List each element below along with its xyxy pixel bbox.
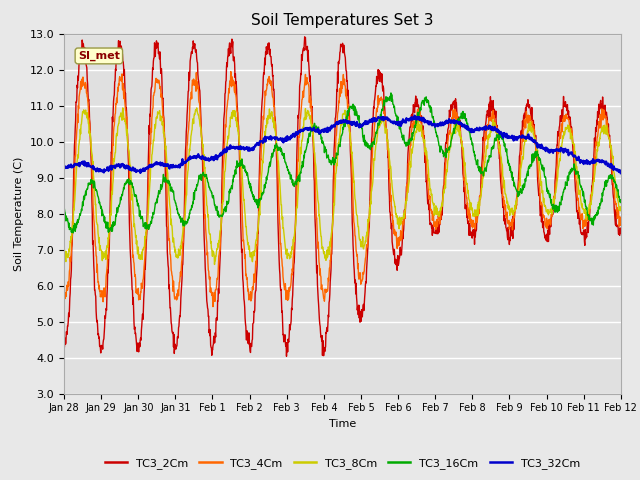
TC3_4Cm [502, 212, 510, 217]
TC3_8Cm [60, 251, 68, 257]
TC3_32Cm [617, 170, 625, 176]
TC3_16Cm [246, 181, 254, 187]
TC3_4Cm [617, 220, 625, 226]
TC3_8Cm [502, 194, 510, 200]
Text: SI_met: SI_met [78, 51, 120, 61]
TC3_8Cm [429, 202, 437, 208]
TC3_16Cm [60, 205, 68, 211]
TC3_2Cm [502, 225, 510, 231]
TC3_4Cm [227, 69, 235, 74]
TC3_2Cm [552, 173, 559, 179]
TC3_16Cm [552, 208, 559, 214]
TC3_32Cm [60, 164, 68, 169]
TC3_4Cm [60, 292, 68, 298]
TC3_8Cm [617, 204, 625, 210]
TC3_2Cm [617, 229, 625, 235]
TC3_16Cm [184, 217, 192, 223]
Title: Soil Temperatures Set 3: Soil Temperatures Set 3 [251, 13, 434, 28]
Line: TC3_8Cm: TC3_8Cm [64, 108, 621, 264]
TC3_4Cm [552, 181, 559, 187]
TC3_2Cm [184, 97, 191, 103]
TC3_32Cm [184, 157, 191, 163]
Legend: TC3_2Cm, TC3_4Cm, TC3_8Cm, TC3_16Cm, TC3_32Cm: TC3_2Cm, TC3_4Cm, TC3_8Cm, TC3_16Cm, TC3… [100, 453, 584, 473]
TC3_8Cm [171, 244, 179, 250]
TC3_8Cm [552, 190, 559, 196]
TC3_32Cm [502, 134, 509, 140]
TC3_2Cm [301, 34, 308, 40]
Y-axis label: Soil Temperature (C): Soil Temperature (C) [14, 156, 24, 271]
TC3_2Cm [429, 226, 437, 231]
TC3_2Cm [246, 348, 254, 353]
TC3_8Cm [247, 252, 255, 257]
TC3_8Cm [184, 167, 192, 172]
TC3_2Cm [283, 353, 291, 359]
TC3_16Cm [171, 197, 179, 203]
TC3_16Cm [387, 90, 395, 96]
Line: TC3_2Cm: TC3_2Cm [64, 37, 621, 356]
TC3_4Cm [247, 298, 255, 304]
TC3_4Cm [209, 304, 217, 310]
TC3_32Cm [170, 164, 178, 169]
TC3_32Cm [411, 113, 419, 119]
TC3_16Cm [617, 200, 625, 205]
Line: TC3_16Cm: TC3_16Cm [64, 93, 621, 233]
Line: TC3_4Cm: TC3_4Cm [64, 72, 621, 307]
TC3_4Cm [429, 211, 437, 217]
Line: TC3_32Cm: TC3_32Cm [64, 116, 621, 173]
TC3_8Cm [211, 262, 218, 267]
TC3_16Cm [70, 230, 77, 236]
TC3_8Cm [119, 105, 127, 111]
TC3_2Cm [60, 342, 68, 348]
X-axis label: Time: Time [329, 419, 356, 429]
TC3_16Cm [429, 117, 437, 122]
TC3_32Cm [551, 147, 559, 153]
TC3_32Cm [429, 122, 437, 128]
TC3_32Cm [246, 147, 254, 153]
TC3_2Cm [170, 350, 178, 356]
TC3_4Cm [170, 293, 178, 299]
TC3_16Cm [502, 149, 510, 155]
TC3_4Cm [184, 132, 191, 138]
